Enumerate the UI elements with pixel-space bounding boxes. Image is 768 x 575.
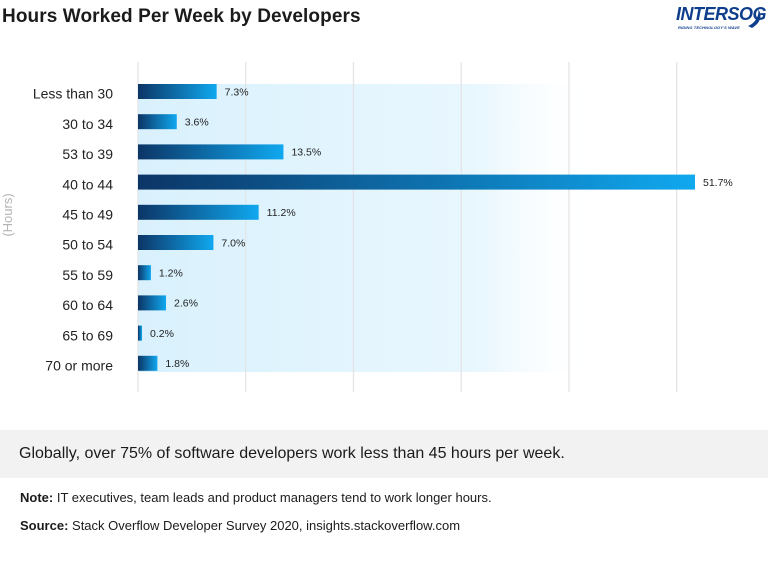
value-label: 2.6% bbox=[174, 298, 198, 310]
category-label: 53 to 39 bbox=[62, 146, 113, 162]
source-text: Stack Overflow Developer Survey 2020, in… bbox=[68, 518, 461, 533]
bar bbox=[138, 325, 142, 341]
logo-wordmark: INTERSOG bbox=[676, 4, 767, 24]
bar bbox=[138, 204, 259, 220]
value-label: 11.2% bbox=[267, 207, 296, 219]
note-label: Note: bbox=[20, 490, 54, 505]
insight-text: Globally, over 75% of software developer… bbox=[19, 445, 565, 462]
source-line: Source: Stack Overflow Developer Survey … bbox=[20, 518, 460, 533]
value-label: 51.7% bbox=[703, 177, 733, 189]
bar bbox=[138, 265, 151, 281]
category-label: 70 or more bbox=[45, 358, 113, 374]
value-label: 0.2% bbox=[150, 328, 174, 340]
value-label: 13.5% bbox=[291, 147, 321, 159]
insight-banner: Globally, over 75% of software developer… bbox=[0, 430, 768, 478]
chart-background-band bbox=[138, 84, 598, 372]
category-label: 50 to 54 bbox=[62, 237, 113, 253]
bar bbox=[138, 235, 214, 250]
chart-bars: Less than 30 7.3% 30 to 34 3.6% 53 to 39 13.5… bbox=[33, 84, 733, 374]
bar bbox=[138, 295, 167, 311]
note-text: IT executives, team leads and product ma… bbox=[53, 490, 492, 505]
intersog-logo: INTERSOG RIDING TECHNOLOGY'S WAVE bbox=[676, 4, 767, 38]
bar bbox=[138, 84, 217, 99]
page-title: Hours Worked Per Week by Developers bbox=[2, 6, 361, 27]
source-label: Source: bbox=[20, 518, 69, 533]
category-label: 55 to 59 bbox=[62, 267, 113, 283]
category-label: 45 to 49 bbox=[62, 207, 113, 223]
logo-tagline: RIDING TECHNOLOGY'S WAVE bbox=[678, 25, 740, 30]
bar bbox=[138, 114, 177, 130]
bar bbox=[138, 355, 158, 371]
hours-bar-chart: (Hours) Less than 30 7.3% 30 to 34 3.6% 53 t… bbox=[0, 62, 733, 392]
value-label: 1.8% bbox=[165, 358, 189, 370]
bar bbox=[138, 174, 695, 190]
note-line: Note: IT executives, team leads and prod… bbox=[20, 490, 492, 505]
category-label: 30 to 34 bbox=[62, 116, 113, 132]
wave-icon bbox=[748, 9, 761, 28]
bar bbox=[138, 144, 284, 160]
value-label: 1.2% bbox=[159, 267, 183, 279]
category-label: 60 to 64 bbox=[62, 297, 113, 313]
value-label: 7.0% bbox=[221, 237, 245, 249]
category-label: 65 to 69 bbox=[62, 327, 113, 343]
y-axis-label: (Hours) bbox=[0, 193, 15, 236]
category-label: Less than 30 bbox=[33, 86, 113, 102]
value-label: 7.3% bbox=[225, 86, 249, 98]
value-label: 3.6% bbox=[185, 116, 209, 128]
category-label: 40 to 44 bbox=[62, 176, 113, 192]
chart-gridlines bbox=[137, 62, 678, 392]
